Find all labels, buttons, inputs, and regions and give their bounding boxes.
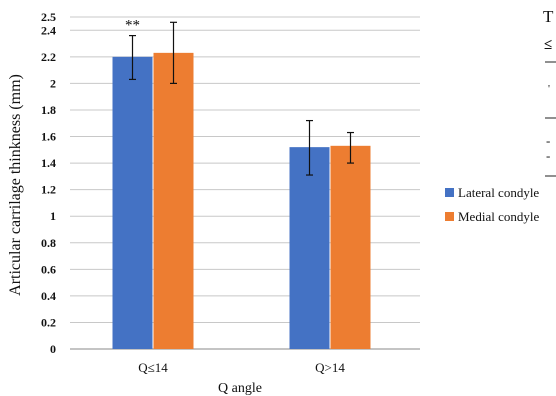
y-tick-label: 0.6 xyxy=(41,262,56,276)
legend-swatch-lateral xyxy=(445,188,454,197)
legend-swatch-medial xyxy=(445,212,454,221)
legend-label-lateral: Lateral condyle xyxy=(458,185,539,200)
y-tick-label: 1 xyxy=(50,209,56,223)
edge-text-second: ≤ xyxy=(544,37,552,53)
legend-label-medial: Medial condyle xyxy=(458,209,539,224)
y-tick-label: 1.2 xyxy=(41,183,56,197)
edge-tick-b: - xyxy=(546,148,550,163)
y-tick-label: 1.4 xyxy=(41,156,56,170)
y-tick-label: 2.2 xyxy=(41,50,56,64)
y-tick-label: 2.4 xyxy=(41,23,56,37)
bar xyxy=(330,145,371,349)
y-axis-title: Articular carrilage thinkness (mm) xyxy=(7,74,24,296)
error-bars xyxy=(129,21,354,176)
bar xyxy=(112,56,153,350)
edge-mark-1: ' xyxy=(548,83,550,95)
y-tick-labels: 0 0.2 0.4 0.6 0.8 1 1.2 1.4 1.6 1.8 2 2.2 2.42.5 xyxy=(41,10,56,356)
edge-tick-a: - xyxy=(546,133,550,148)
annotation-significance: ** xyxy=(125,18,140,34)
x-tick-labels: Q≤14 Q>14 xyxy=(138,360,345,375)
y-tick-label: 0.4 xyxy=(41,289,56,303)
y-tick-label: 0 xyxy=(50,342,56,356)
annotations: ** xyxy=(125,18,140,34)
x-tick-label: Q>14 xyxy=(315,360,345,375)
bar xyxy=(289,147,330,349)
y-tick-label: 1.6 xyxy=(41,130,56,144)
bars xyxy=(112,52,371,350)
x-tick-label: Q≤14 xyxy=(138,360,168,375)
y-tick-label: 0.8 xyxy=(41,236,56,250)
clipped-right-panel: T ≤ ' - - xyxy=(543,7,556,177)
x-axis-title: Q angle xyxy=(218,381,262,396)
legend: Lateral condyle Medial condyle xyxy=(445,185,539,224)
edge-text-top: T xyxy=(543,7,554,26)
y-tick-label: 1.8 xyxy=(41,103,56,117)
y-tick-label: 2 xyxy=(50,76,56,90)
y-tick-label: 0.2 xyxy=(41,315,56,329)
bar xyxy=(153,52,194,350)
y-tick-label: 2.5 xyxy=(41,10,56,24)
